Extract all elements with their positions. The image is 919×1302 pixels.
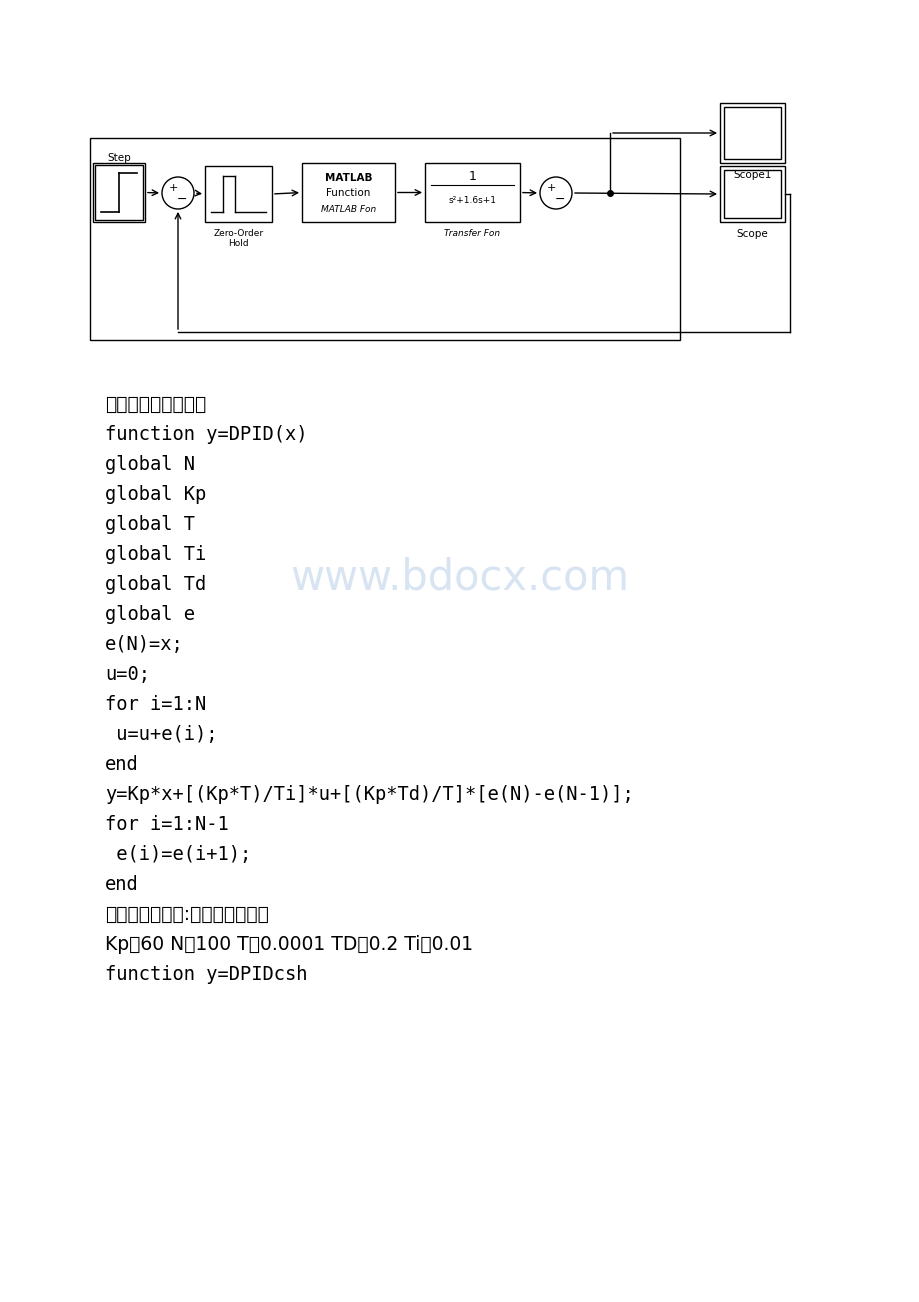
Bar [720, 103, 784, 163]
Text: 系统程序程序如下：: 系统程序程序如下： [105, 395, 206, 414]
Text: function y=DPIDcsh: function y=DPIDcsh [105, 965, 307, 984]
Text: u=u+e(i);: u=u+e(i); [105, 725, 217, 743]
Bar [425, 163, 519, 223]
Bar [720, 165, 784, 223]
Text: end: end [105, 755, 139, 773]
Text: Hold: Hold [228, 240, 248, 249]
Bar [723, 171, 780, 217]
Bar [301, 163, 394, 223]
Text: +: + [546, 184, 555, 193]
Bar [205, 165, 272, 223]
Circle shape [162, 177, 194, 210]
Text: function y=DPID(x): function y=DPID(x) [105, 424, 307, 444]
Text: Transfer Fon: Transfer Fon [444, 229, 500, 238]
Text: Kp＝60 N＝100 T＝0.0001 TD＝0.2 Ti＝0.01: Kp＝60 N＝100 T＝0.0001 TD＝0.2 Ti＝0.01 [105, 935, 472, 954]
Text: global Td: global Td [105, 575, 206, 594]
Text: u=0;: u=0; [105, 665, 150, 684]
Text: e(N)=x;: e(N)=x; [105, 635, 184, 654]
Text: for i=1:N-1: for i=1:N-1 [105, 815, 229, 835]
Text: Step: Step [107, 154, 130, 163]
Text: for i=1:N: for i=1:N [105, 695, 206, 713]
Bar [723, 107, 780, 159]
Circle shape [539, 177, 572, 210]
Text: end: end [105, 875, 139, 894]
Text: 初始化程序如下:先取参数如下：: 初始化程序如下:先取参数如下： [105, 905, 268, 924]
Text: global Ti: global Ti [105, 546, 206, 564]
Text: y=Kp*x+[(Kp*T)/Ti]*u+[(Kp*Td)/T]*[e(N)-e(N-1)];: y=Kp*x+[(Kp*T)/Ti]*u+[(Kp*Td)/T]*[e(N)-e… [105, 785, 633, 805]
Text: Zero-Order: Zero-Order [213, 229, 263, 238]
Text: www.bdocx.com: www.bdocx.com [290, 557, 629, 599]
Bar [95, 165, 142, 220]
Text: Function: Function [326, 187, 370, 198]
Text: s²+1.6s+1: s²+1.6s+1 [448, 197, 496, 204]
Text: −: − [176, 193, 187, 206]
Text: Scope1: Scope1 [732, 171, 771, 180]
Text: global N: global N [105, 454, 195, 474]
Text: 1: 1 [468, 171, 476, 184]
Text: −: − [554, 193, 564, 206]
Text: global Kp: global Kp [105, 486, 206, 504]
Text: MATLAB Fon: MATLAB Fon [321, 206, 376, 215]
Text: Scope: Scope [736, 229, 767, 240]
Text: global e: global e [105, 605, 195, 624]
Text: global T: global T [105, 516, 195, 534]
Text: e(i)=e(i+1);: e(i)=e(i+1); [105, 845, 251, 865]
Text: MATLAB: MATLAB [324, 173, 372, 184]
Bar [90, 138, 679, 340]
Text: +: + [168, 184, 177, 193]
Bar [93, 163, 145, 223]
